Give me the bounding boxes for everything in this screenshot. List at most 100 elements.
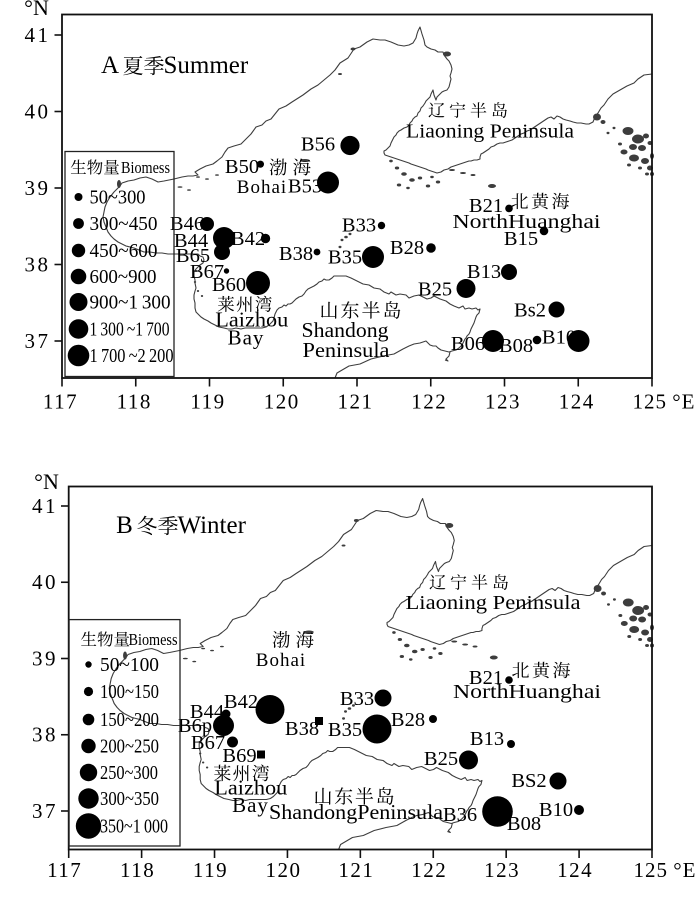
svg-text:121: 121 [338,390,374,414]
svg-text:B25: B25 [418,278,452,300]
svg-text:38: 38 [32,723,58,747]
svg-text:Summer: Summer [164,52,249,79]
svg-text:B50: B50 [225,156,259,178]
svg-text:Winter: Winter [178,512,247,539]
svg-text:1 700 ~2 200: 1 700 ~2 200 [90,345,174,367]
svg-text:Biomess: Biomess [121,158,170,177]
svg-text:122: 122 [411,858,447,882]
svg-text:B42: B42 [231,228,265,250]
svg-text:120: 120 [264,390,300,414]
svg-text:B69: B69 [222,745,256,767]
svg-text:Bs2: Bs2 [514,299,546,321]
svg-text:150~200: 150~200 [100,709,159,731]
svg-text:600~900: 600~900 [90,266,157,288]
svg-text:41: 41 [32,494,58,518]
svg-text:B06: B06 [451,333,485,355]
svg-text:B: B [116,512,133,539]
svg-text:450~600: 450~600 [90,240,158,262]
svg-text:B33: B33 [342,214,376,236]
svg-text:B28: B28 [391,709,425,731]
svg-text:37: 37 [25,329,51,353]
svg-text:B38: B38 [279,243,313,265]
svg-text:B42: B42 [224,691,258,713]
svg-text:B36: B36 [443,804,477,826]
svg-text:B13: B13 [467,261,501,283]
svg-text:Biomess: Biomess [129,630,178,649]
svg-text:350~1 000: 350~1 000 [100,816,168,838]
svg-text:A: A [101,52,119,79]
svg-text:NorthHuanghai: NorthHuanghai [453,681,602,703]
svg-text:B35: B35 [328,719,362,741]
svg-text:B10: B10 [539,799,573,821]
svg-text:900~1 300: 900~1 300 [90,292,171,314]
svg-text:117: 117 [43,390,78,414]
svg-text:B15: B15 [504,228,538,250]
svg-text:B10: B10 [542,326,576,348]
svg-text:Laizhou: Laizhou [214,776,288,800]
svg-text:250~300: 250~300 [100,762,158,784]
svg-text:Liaoning Peninsula: Liaoning Peninsula [406,121,574,143]
svg-text:B28: B28 [390,237,424,259]
svg-text:B56: B56 [301,133,335,155]
svg-text:°N: °N [24,0,49,20]
svg-text:Shandong: Shandong [302,318,390,342]
svg-text:Bay: Bay [228,326,265,350]
svg-text:B35: B35 [328,246,362,268]
svg-text:°N: °N [34,469,59,494]
svg-text:121: 121 [338,858,374,882]
svg-text:40: 40 [25,99,51,123]
svg-text:123: 123 [484,858,520,882]
svg-text:B65: B65 [176,245,210,267]
svg-text:123: 123 [485,390,521,414]
svg-text:B25: B25 [424,748,458,770]
svg-text:B21: B21 [469,667,503,689]
svg-text:B46: B46 [170,213,204,235]
svg-text:B60: B60 [212,274,246,296]
svg-text:Liaoning Peninsula: Liaoning Peninsula [406,592,581,614]
svg-text:100~150: 100~150 [100,681,159,703]
svg-text:B21: B21 [469,195,503,217]
svg-text:B33: B33 [340,688,374,710]
svg-text:50~300: 50~300 [90,187,146,209]
svg-text:200~250: 200~250 [100,736,159,758]
svg-text:122: 122 [411,390,447,414]
svg-text:B6p: B6p [178,715,212,737]
svg-text:B44: B44 [190,701,224,723]
svg-text:B44: B44 [174,230,208,252]
svg-text:Peninsula: Peninsula [303,338,391,362]
svg-text:39: 39 [32,646,58,670]
svg-text:41: 41 [25,23,51,47]
svg-text:B08: B08 [499,335,533,357]
svg-text:Bohai: Bohai [237,177,287,198]
svg-text:120: 120 [265,858,301,882]
svg-text:300~350: 300~350 [100,788,159,810]
svg-text:NorthHuanghai: NorthHuanghai [453,211,602,233]
svg-text:119: 119 [190,390,225,414]
svg-text:1 300 ~1 700: 1 300 ~1 700 [90,319,170,341]
svg-text:Bohai: Bohai [256,650,306,671]
svg-text:B67: B67 [191,732,225,754]
svg-text:Laizhou: Laizhou [215,308,289,332]
svg-text:B67: B67 [190,261,224,283]
svg-text:118: 118 [120,858,155,882]
svg-text:124: 124 [559,390,595,414]
svg-text:125 °E: 125 °E [634,858,697,882]
svg-text:39: 39 [25,176,51,200]
svg-text:38: 38 [25,252,51,276]
svg-text:Bay: Bay [232,793,269,817]
svg-text:B53: B53 [288,175,322,197]
svg-text:B38: B38 [285,718,319,740]
svg-text:124: 124 [557,858,593,882]
svg-text:117: 117 [47,858,82,882]
svg-text:B13: B13 [470,728,504,750]
svg-text:ShandongPeninsula: ShandongPeninsula [269,800,444,824]
svg-text:50~100: 50~100 [100,654,159,676]
svg-text:125 °E: 125 °E [633,390,696,414]
svg-text:118: 118 [117,390,152,414]
svg-text:B08: B08 [507,813,541,835]
svg-text:40: 40 [32,570,58,594]
svg-text:300~450: 300~450 [90,213,158,235]
svg-text:119: 119 [193,858,228,882]
svg-text:37: 37 [32,799,58,823]
svg-text:BS2: BS2 [511,770,546,792]
